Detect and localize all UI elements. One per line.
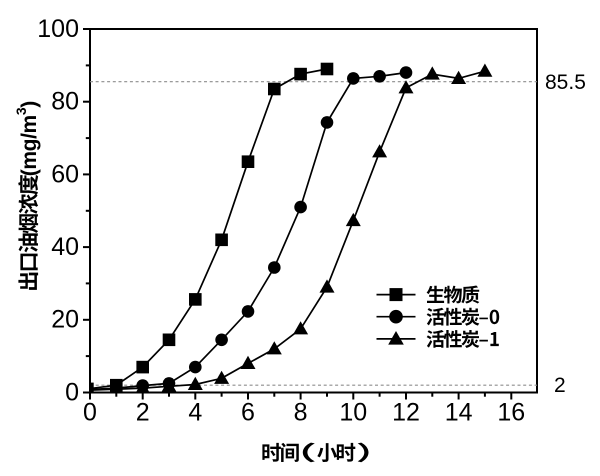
- svg-text:12: 12: [392, 398, 420, 426]
- svg-text:60: 60: [51, 160, 79, 188]
- svg-text:10: 10: [339, 398, 367, 426]
- svg-text:2: 2: [136, 398, 150, 426]
- svg-text:2: 2: [554, 374, 566, 397]
- svg-text:100: 100: [37, 15, 79, 43]
- svg-text:6: 6: [241, 398, 255, 426]
- svg-text:80: 80: [51, 88, 79, 116]
- svg-text:20: 20: [51, 306, 79, 334]
- svg-text:0: 0: [83, 398, 97, 426]
- svg-text:8: 8: [294, 398, 308, 426]
- svg-text:4: 4: [188, 398, 202, 426]
- svg-text:16: 16: [497, 398, 525, 426]
- svg-text:40: 40: [51, 233, 79, 261]
- svg-text:85.5: 85.5: [545, 71, 586, 94]
- svg-text:0: 0: [65, 378, 79, 406]
- svg-text:14: 14: [445, 398, 473, 426]
